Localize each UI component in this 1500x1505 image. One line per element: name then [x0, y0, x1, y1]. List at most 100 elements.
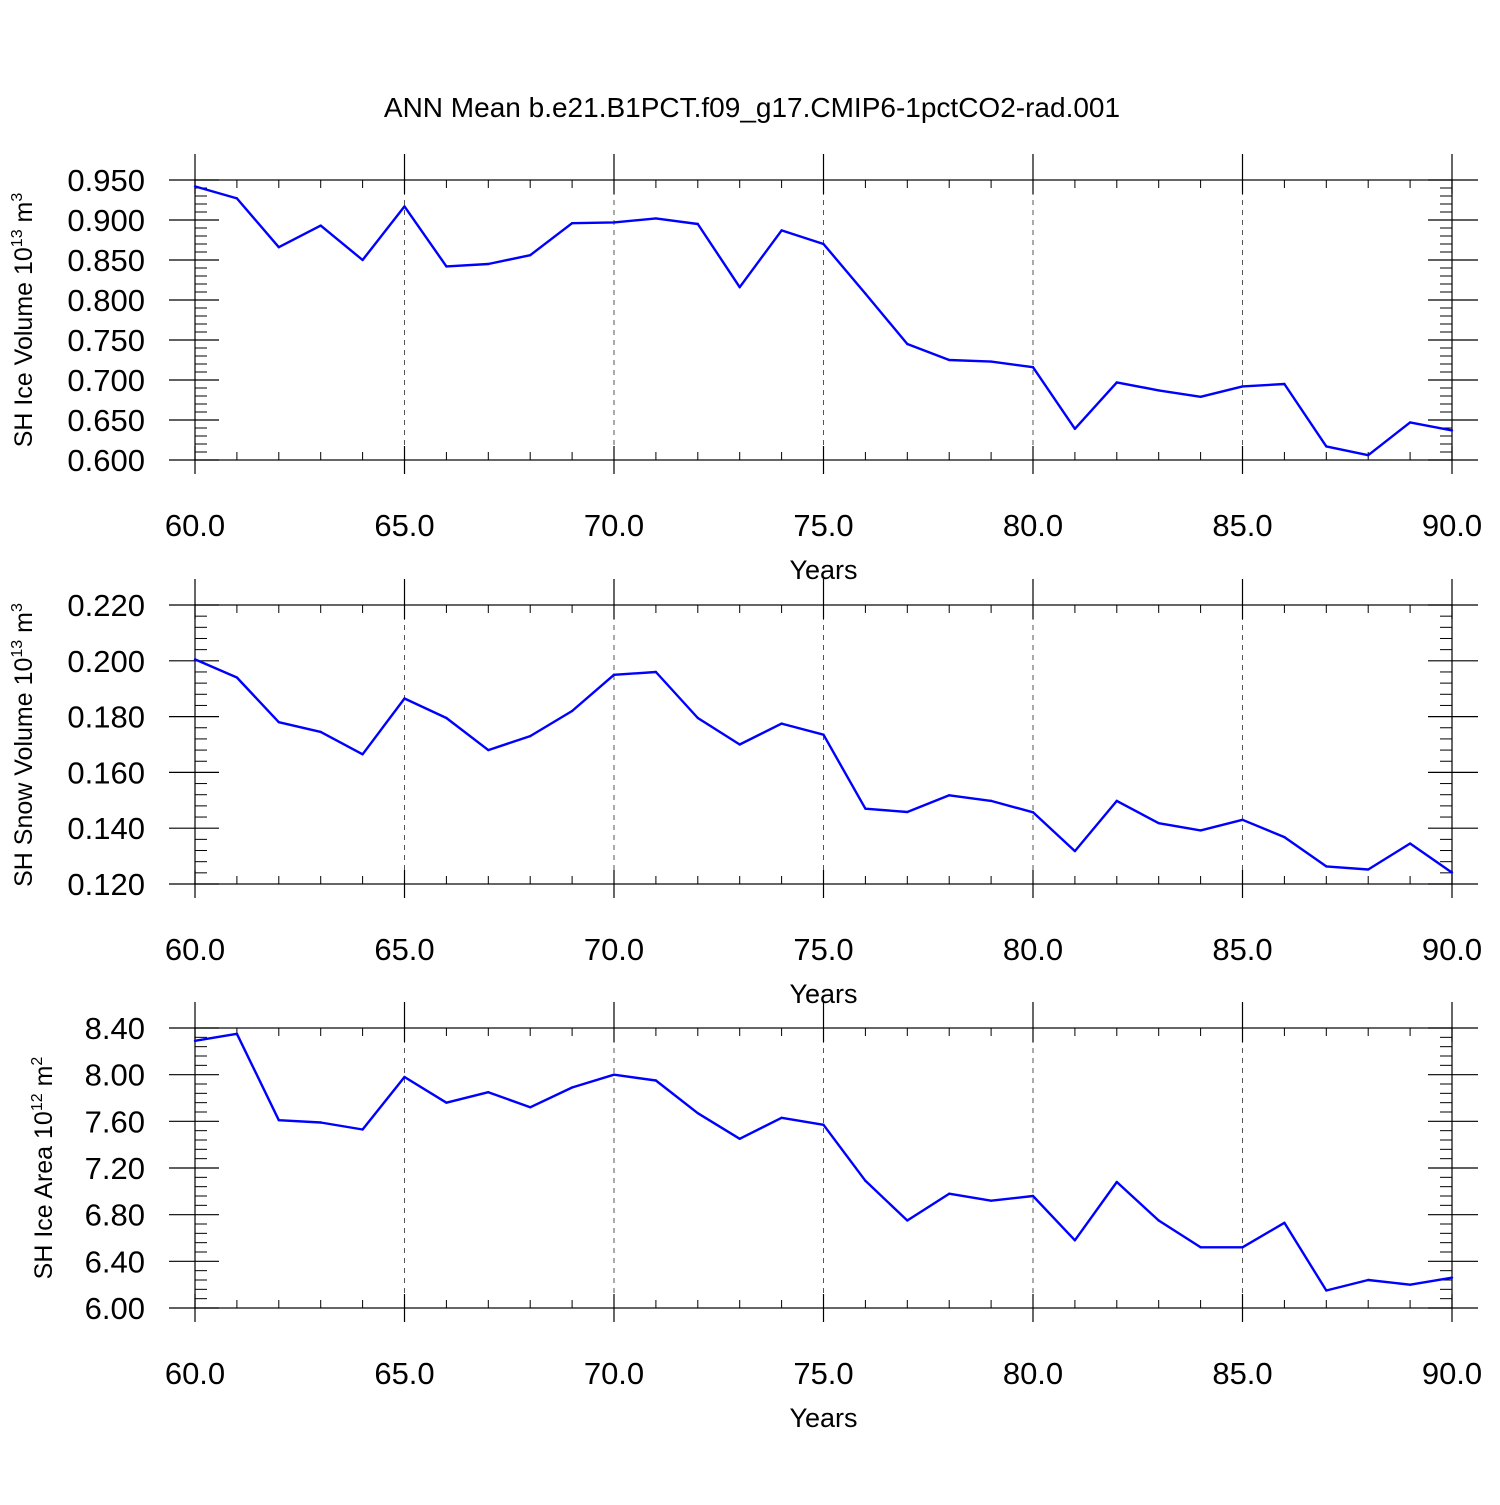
data-point [780, 1116, 783, 1120]
data-point [1073, 427, 1077, 430]
data-point [319, 730, 322, 734]
data-point [654, 670, 658, 674]
y-tick-label: 6.80 [85, 1198, 145, 1233]
data-point [487, 262, 490, 266]
data-point [1408, 421, 1412, 424]
data-point [487, 1090, 490, 1094]
x-tick-label: 75.0 [793, 932, 853, 967]
y-tick-label: 0.850 [67, 243, 145, 278]
data-point [989, 360, 993, 363]
data-point [445, 1101, 448, 1104]
data-point [864, 807, 867, 810]
data-point [193, 658, 197, 661]
x-tick-label: 85.0 [1212, 508, 1272, 543]
y-tick-label: 7.60 [85, 1104, 145, 1139]
y-tick-label: 0.140 [67, 811, 145, 846]
data-point [864, 292, 867, 295]
x-tick-label: 60.0 [165, 932, 225, 967]
chart-title: ANN Mean b.e21.B1PCT.f09_g17.CMIP6-1pctC… [384, 92, 1120, 123]
x-tick-label: 85.0 [1212, 1356, 1272, 1391]
x-tick-label: 65.0 [374, 508, 434, 543]
x-tick-label: 80.0 [1003, 508, 1063, 543]
data-point [696, 222, 699, 226]
y-tick-label: 0.750 [67, 323, 145, 358]
data-point [487, 748, 490, 752]
data-point [906, 342, 909, 346]
x-tick-label: 90.0 [1422, 508, 1482, 543]
data-point [1115, 381, 1119, 384]
data-point [319, 224, 322, 227]
data-point [948, 1192, 951, 1195]
x-tick-label: 90.0 [1422, 1356, 1482, 1391]
data-point [1115, 799, 1119, 803]
data-point [654, 217, 658, 220]
data-point [822, 242, 825, 246]
y-tick-label: 0.650 [67, 403, 145, 438]
data-point [1031, 1194, 1035, 1198]
data-point [1241, 818, 1244, 822]
data-point [612, 221, 616, 224]
data-point [1325, 445, 1328, 448]
x-tick-label: 80.0 [1003, 932, 1063, 967]
y-tick-label: 6.00 [85, 1291, 145, 1326]
data-point [361, 753, 364, 756]
x-tick-label: 60.0 [165, 1356, 225, 1391]
y-tick-label: 0.200 [67, 644, 145, 679]
data-point [989, 799, 993, 803]
data-point [612, 673, 616, 676]
data-point [193, 185, 197, 188]
data-point [948, 794, 951, 797]
y-axis-title: SH Ice Area 1012 m2 [29, 1057, 58, 1280]
data-point [780, 229, 783, 232]
x-tick-label: 85.0 [1212, 932, 1272, 967]
y-tick-label: 0.600 [67, 443, 145, 478]
data-point [235, 1032, 239, 1036]
data-point [529, 254, 532, 257]
y-tick-label: 0.180 [67, 700, 145, 735]
data-point [738, 286, 741, 289]
data-point [696, 1111, 699, 1115]
y-tick-label: 0.950 [67, 163, 145, 198]
data-point [277, 246, 280, 249]
data-point [1408, 842, 1412, 845]
y-tick-label: 8.00 [85, 1058, 145, 1093]
data-point [570, 1086, 574, 1089]
data-point [529, 1106, 532, 1109]
data-point [1115, 1180, 1119, 1184]
x-tick-label: 70.0 [584, 1356, 644, 1391]
data-point [738, 1137, 741, 1141]
data-point [1199, 1246, 1202, 1249]
data-point [989, 1199, 993, 1202]
x-tick-label: 90.0 [1422, 932, 1482, 967]
data-point [906, 1219, 909, 1222]
data-point [864, 1179, 867, 1183]
data-point [1157, 1219, 1160, 1222]
data-point [1283, 835, 1286, 839]
data-point [445, 716, 448, 720]
x-tick-label: 65.0 [374, 1356, 434, 1391]
x-tick-label: 80.0 [1003, 1356, 1063, 1391]
data-point [319, 1121, 322, 1124]
data-point [1283, 1221, 1286, 1225]
x-tick-label: 60.0 [165, 508, 225, 543]
data-point [1073, 849, 1077, 853]
data-point [1157, 821, 1160, 825]
data-point [403, 697, 406, 700]
data-point [1283, 382, 1286, 386]
data-point [1450, 429, 1454, 432]
x-axis-title: Years [789, 1403, 857, 1433]
data-point [193, 1039, 197, 1043]
y-axis-title: SH Ice Volume 1013 m3 [9, 193, 38, 448]
data-point [277, 720, 280, 724]
data-point [1408, 1283, 1412, 1286]
y-axis-title: SH Snow Volume 1013 m3 [9, 603, 38, 887]
panel-3: 60.0 65.0 70.0 75.0 80.0 85.0 90.0 6.00 6.40 6.80… [29, 1002, 1482, 1433]
data-point [1031, 366, 1035, 369]
data-point [445, 265, 448, 268]
data-point [361, 258, 364, 262]
data-point [1367, 1278, 1370, 1282]
data-point [570, 222, 574, 225]
data-point [1325, 865, 1328, 868]
